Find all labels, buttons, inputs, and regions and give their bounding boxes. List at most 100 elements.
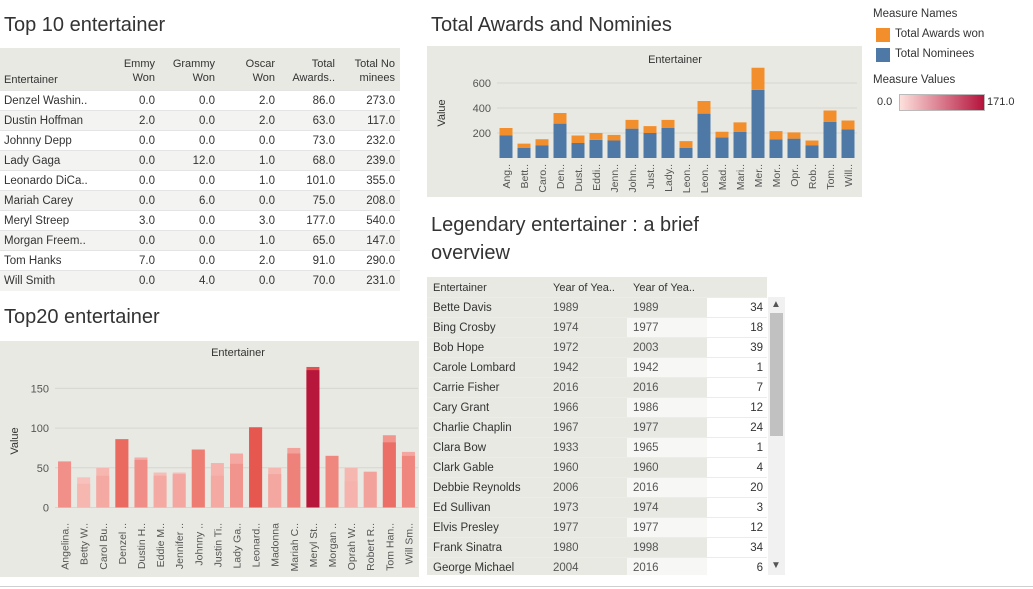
bar-top20[interactable] bbox=[382, 442, 396, 508]
table-row[interactable]: Bing Crosby 1974 1977 18 bbox=[427, 317, 767, 338]
x-tick-label: Lady Ga.. bbox=[232, 523, 244, 569]
cell-background bbox=[427, 318, 547, 338]
chevron-down-icon[interactable]: ▼ bbox=[771, 560, 781, 571]
table-row[interactable]: Tom Hanks 7.0 0.0 2.0 91.0 290.0 bbox=[0, 250, 400, 271]
bar-top20[interactable] bbox=[325, 455, 339, 508]
table-row[interactable]: Elvis Presley 1977 1977 12 bbox=[427, 517, 767, 538]
bar-nominees[interactable] bbox=[679, 148, 693, 158]
bar-top20[interactable] bbox=[230, 463, 243, 508]
table-row[interactable]: Dustin Hoffman 2.0 0.0 2.0 63.0 117.0 bbox=[0, 110, 400, 131]
cell-grammy: 4.0 bbox=[199, 275, 215, 287]
table-row[interactable]: Denzel Washin.. 0.0 0.0 2.0 86.0 273.0 bbox=[0, 90, 400, 111]
bar-awards-won[interactable] bbox=[661, 119, 675, 128]
bar-top20[interactable] bbox=[153, 475, 167, 508]
bar-nominees[interactable] bbox=[535, 145, 549, 159]
bar-top20[interactable] bbox=[268, 474, 282, 508]
bar-awards-won[interactable] bbox=[841, 120, 855, 130]
bar-top20[interactable] bbox=[306, 370, 320, 508]
table-row[interactable]: Debbie Reynolds 2006 2016 20 bbox=[427, 477, 767, 498]
bar-nominees[interactable] bbox=[589, 139, 603, 158]
bar-top20[interactable] bbox=[96, 475, 110, 508]
x-tick-label: Rob.. bbox=[807, 164, 819, 189]
legend-item-nominees[interactable]: Total Nominees bbox=[895, 48, 975, 60]
table-row[interactable]: Bette Davis 1989 1989 34 bbox=[427, 297, 767, 318]
bar-nominees[interactable] bbox=[697, 113, 711, 158]
table-row[interactable]: Carrie Fisher 2016 2016 7 bbox=[427, 377, 767, 398]
bar-awards-won[interactable] bbox=[553, 113, 567, 124]
bar-nominees[interactable] bbox=[643, 133, 657, 158]
table-row[interactable]: Meryl Streep 3.0 0.0 3.0 177.0 540.0 bbox=[0, 210, 400, 231]
bar-top20[interactable] bbox=[210, 475, 224, 508]
bar-awards-won[interactable] bbox=[571, 135, 585, 144]
table-row[interactable]: Cary Grant 1966 1986 12 bbox=[427, 397, 767, 418]
bar-awards-won[interactable] bbox=[823, 110, 837, 122]
bar-nominees[interactable] bbox=[751, 89, 765, 158]
bar-awards-won[interactable] bbox=[679, 141, 693, 148]
table-row[interactable]: Will Smith 0.0 4.0 0.0 70.0 231.0 bbox=[0, 270, 400, 291]
bar-nominees[interactable] bbox=[805, 145, 819, 159]
table-row[interactable]: Ed Sullivan 1973 1974 3 bbox=[427, 497, 767, 518]
legendary-scroll-thumb[interactable] bbox=[770, 313, 783, 436]
table-row[interactable]: Clara Bow 1933 1965 1 bbox=[427, 437, 767, 458]
bar-awards-won[interactable] bbox=[697, 101, 711, 114]
cell-total-awards: 73.0 bbox=[312, 135, 335, 147]
bar-awards-won[interactable] bbox=[787, 132, 801, 139]
bar-top20[interactable] bbox=[77, 483, 91, 508]
legendary-scrollbar[interactable]: ▲ ▼ bbox=[768, 297, 785, 575]
table-row[interactable]: Frank Sinatra 1980 1998 34 bbox=[427, 537, 767, 558]
bar-awards-won[interactable] bbox=[733, 122, 747, 132]
chevron-up-icon[interactable]: ▲ bbox=[771, 299, 781, 310]
bar-nominees[interactable] bbox=[787, 138, 801, 158]
bar-top20[interactable] bbox=[191, 449, 205, 508]
bar-top20[interactable] bbox=[249, 427, 263, 508]
bar-top20[interactable] bbox=[115, 439, 129, 508]
table-row[interactable]: Bob Hope 1972 2003 39 bbox=[427, 337, 767, 358]
bar-nominees[interactable] bbox=[499, 135, 513, 159]
awards-stacked-chart[interactable]: Entertainer Value 200 400 600 Ang.. Bett.. Caro… bbox=[427, 46, 862, 197]
bar-nominees[interactable] bbox=[733, 131, 747, 158]
bar-nominees[interactable] bbox=[553, 123, 567, 158]
bar-awards-won[interactable] bbox=[643, 126, 657, 133]
bar-top20[interactable] bbox=[58, 461, 72, 508]
table-row[interactable]: Clark Gable 1960 1960 4 bbox=[427, 457, 767, 478]
bar-awards-won[interactable] bbox=[751, 67, 765, 90]
bar-nominees[interactable] bbox=[715, 137, 729, 158]
bar-nominees[interactable] bbox=[571, 143, 585, 158]
cell-background bbox=[427, 298, 547, 318]
bar-nominees[interactable] bbox=[841, 129, 855, 158]
bar-top20[interactable] bbox=[344, 481, 358, 508]
bar-awards-won[interactable] bbox=[769, 131, 783, 140]
bar-top20[interactable] bbox=[363, 471, 377, 508]
bar-awards-won[interactable] bbox=[589, 133, 603, 140]
table-row[interactable]: Carole Lombard 1942 1942 1 bbox=[427, 357, 767, 378]
table-row[interactable]: Lady Gaga 0.0 12.0 1.0 68.0 239.0 bbox=[0, 150, 400, 171]
bar-top20[interactable] bbox=[287, 453, 301, 508]
bar-awards-won[interactable] bbox=[535, 139, 549, 146]
bar-nominees[interactable] bbox=[517, 148, 531, 158]
bar-nominees[interactable] bbox=[823, 121, 837, 158]
bar-nominees[interactable] bbox=[661, 128, 675, 158]
bar-awards-won[interactable] bbox=[517, 143, 531, 148]
bar-awards-won[interactable] bbox=[607, 134, 621, 141]
bar-awards-won[interactable] bbox=[715, 131, 729, 138]
cell-oscar: 1.0 bbox=[259, 175, 275, 187]
bar-awards-won[interactable] bbox=[499, 128, 513, 136]
bar-nominees[interactable] bbox=[625, 128, 639, 158]
table-row[interactable]: George Michael 2004 2016 6 bbox=[427, 557, 767, 575]
table-row[interactable]: Morgan Freem.. 0.0 0.0 1.0 65.0 147.0 bbox=[0, 230, 400, 251]
bar-top20[interactable] bbox=[172, 474, 186, 508]
legend-item-awards[interactable]: Total Awards won bbox=[895, 28, 985, 40]
table-row[interactable]: Mariah Carey 0.0 6.0 0.0 75.0 208.0 bbox=[0, 190, 400, 211]
bar-awards-won[interactable] bbox=[625, 119, 639, 129]
table-row[interactable]: Leonardo DiCa.. 0.0 0.0 1.0 101.0 355.0 bbox=[0, 170, 400, 191]
bar-nominees[interactable] bbox=[769, 139, 783, 158]
cell-background bbox=[627, 358, 707, 378]
bar-top20[interactable] bbox=[134, 459, 148, 508]
bar-awards-won[interactable] bbox=[805, 140, 819, 146]
table-row[interactable]: Charlie Chaplin 1967 1977 24 bbox=[427, 417, 767, 438]
top20-bar-chart[interactable]: Entertainer Value 0 50 100 150 Angelina.. Betty… bbox=[0, 341, 419, 577]
table-row[interactable]: Johnny Depp 0.0 0.0 0.0 73.0 232.0 bbox=[0, 130, 400, 151]
bar-top20[interactable] bbox=[401, 455, 415, 508]
cell-count: 34 bbox=[750, 542, 763, 554]
bar-nominees[interactable] bbox=[607, 140, 621, 159]
